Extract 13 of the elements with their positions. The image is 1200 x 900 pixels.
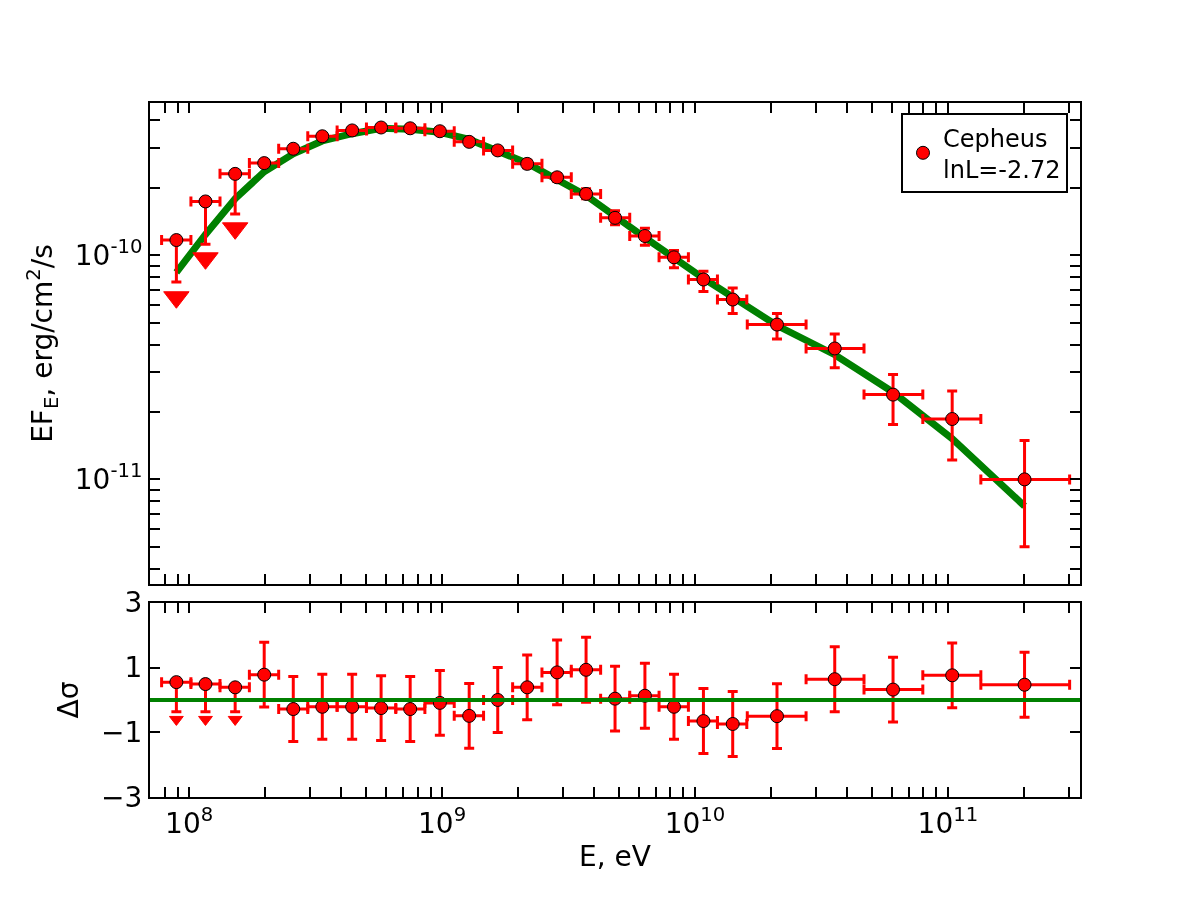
y-tick-label: 1 (124, 651, 143, 685)
y-tick-label: 3 (124, 586, 143, 620)
y-tick-label: −1 (101, 716, 143, 750)
x-tick-label: 10$^{8}$ (165, 803, 214, 840)
x-axis-title: E, eV (579, 840, 651, 874)
x-tick-label: 10$^{10}$ (664, 803, 726, 840)
legend-label: Cepheus lnL=-2.72 (943, 124, 1061, 184)
y-tick-label: −3 (101, 781, 143, 815)
x-tick-label: 10$^{11}$ (917, 803, 979, 840)
y-tick-label: 10$^{-10}$ (74, 235, 143, 273)
y-tick-label: 10$^{-11}$ (74, 459, 143, 497)
y-axis-title: Δσ (52, 681, 86, 719)
x-tick-label: 10$^{9}$ (418, 803, 467, 840)
